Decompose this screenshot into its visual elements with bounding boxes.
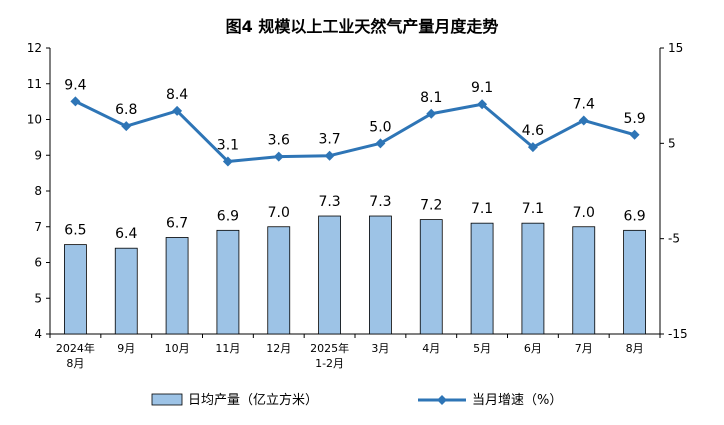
bar (318, 215, 341, 335)
line-data-label: 9.4 (64, 77, 86, 93)
left-tick-label: 7 (34, 220, 42, 234)
left-tick-label: 8 (34, 184, 42, 198)
line-point-marker (426, 108, 437, 119)
bar-data-label: 7.3 (318, 194, 340, 210)
line-point-marker (121, 121, 132, 132)
legend-marker-icon (437, 395, 447, 405)
x-tick-label: 3月 (371, 342, 389, 355)
bar (369, 215, 392, 335)
x-tick-label: 2024年 8月 (56, 341, 95, 370)
left-tick-label: 6 (34, 256, 42, 270)
line-point-marker (375, 138, 386, 149)
x-tick-label: 11月 (215, 342, 240, 355)
x-tick-label: 12月 (266, 342, 291, 355)
x-tick-label: 2025年 1-2月 (310, 341, 349, 370)
bar (114, 247, 138, 335)
bar-data-label: 7.1 (471, 201, 493, 217)
line-data-label: 9.1 (471, 80, 493, 96)
bar (521, 222, 545, 335)
bar-data-label: 6.5 (64, 223, 86, 239)
legend-label-line: 当月增速（%） (472, 393, 562, 408)
line-data-label: 7.4 (573, 96, 595, 112)
x-tick-label: 7月 (575, 342, 593, 355)
x-tick-label: 10月 (165, 342, 190, 355)
right-tick-label: 15 (668, 41, 683, 55)
line-data-label: 3.6 (268, 133, 290, 149)
bar-data-label: 7.3 (369, 194, 391, 210)
bar-data-label: 7.0 (268, 205, 290, 221)
line-data-label: 5.9 (623, 111, 645, 127)
line-point-marker (222, 156, 233, 167)
series-line (74, 100, 635, 163)
bar (64, 244, 87, 335)
chart-title: 图4 规模以上工业天然气产量月度走势 (226, 17, 499, 36)
bar (623, 229, 646, 335)
legend: 日均产量（亿立方米） 当月增速（%） (151, 392, 562, 408)
bar-data-label: 6.9 (623, 208, 645, 224)
bar-data-label: 6.9 (217, 208, 239, 224)
line-point-marker (629, 129, 640, 140)
left-tick-label: 9 (34, 148, 42, 162)
line-data-label: 6.8 (115, 102, 137, 118)
bar (216, 229, 240, 335)
bar-series: 6.5 6.4 6.7 6.9 7.0 7.3 7.3 7.2 7.1 7.1 7.0 6.9 (64, 194, 646, 335)
right-tick-label: -5 (668, 232, 680, 246)
line-point-marker (273, 151, 284, 162)
left-tick-label: 5 (34, 291, 42, 305)
x-tick-label: 5月 (473, 342, 491, 355)
line-point-marker (324, 150, 335, 161)
left-tick-label: 11 (27, 77, 42, 91)
line-data-label: 4.6 (522, 123, 544, 139)
left-tick-label: 12 (27, 41, 42, 55)
line-point-marker (172, 105, 183, 116)
bar-data-label: 7.1 (522, 201, 544, 217)
bar-data-label: 7.0 (573, 205, 595, 221)
bar-data-label: 6.4 (115, 226, 137, 242)
line-series: 9.4 6.8 8.4 3.1 3.6 3.7 5.0 8.1 9.1 4.6 7.4 5.9 (64, 77, 646, 167)
left-tick-label: 4 (34, 327, 42, 341)
line-point-marker (578, 115, 589, 126)
left-tick-label: 10 (27, 113, 42, 127)
x-tick-label: 8月 (626, 342, 644, 355)
line-data-label: 3.1 (217, 137, 239, 153)
legend-label-bar: 日均产量（亿立方米） (188, 392, 318, 408)
bar (419, 219, 443, 335)
line-data-label: 5.0 (369, 119, 391, 135)
x-tick-label: 6月 (524, 342, 542, 355)
axes: 4 5 6 7 8 9 10 11 12 15 5 -5 -15 2024年 8月 9月 10月 11月 12月 20… (27, 41, 688, 370)
bar-data-label: 6.7 (166, 215, 188, 231)
line-data-label: 8.1 (420, 90, 442, 106)
x-tick-label: 4月 (422, 342, 440, 355)
bar (267, 226, 291, 335)
line-point-marker (527, 142, 538, 153)
bar (165, 237, 189, 335)
line-data-label: 8.4 (166, 87, 188, 103)
line-point-marker (70, 96, 81, 107)
x-tick-label: 9月 (117, 342, 135, 355)
line-point-marker (477, 99, 488, 110)
legend-swatch-bar (151, 393, 183, 406)
line-data-label: 3.7 (318, 132, 340, 148)
bar-data-label: 7.2 (420, 198, 442, 214)
bar (572, 226, 596, 335)
right-tick-label: -15 (668, 327, 688, 341)
bar (470, 222, 494, 335)
right-tick-label: 5 (668, 136, 676, 150)
